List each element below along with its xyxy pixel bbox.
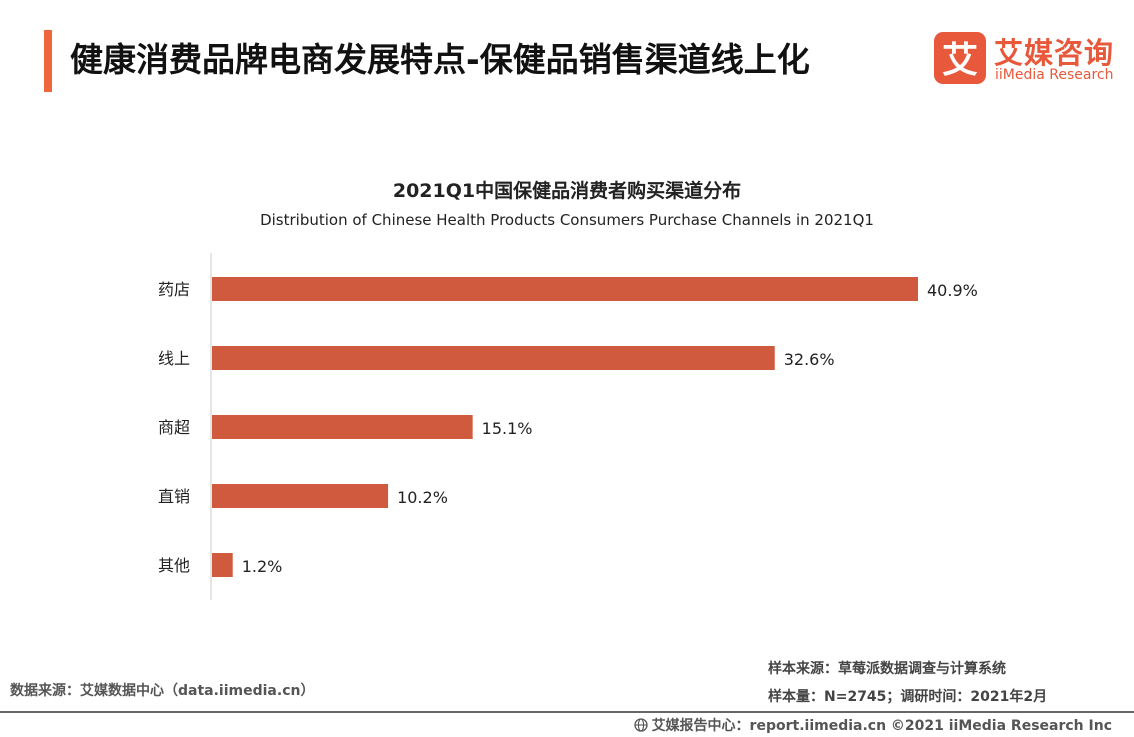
bar <box>212 277 918 301</box>
copyright: 艾媒报告中心：report.iimedia.cn ©2021 iiMedia R… <box>633 715 1112 735</box>
logo-mark-icon: 艾 <box>934 32 986 84</box>
page-title: 健康消费品牌电商发展特点-保健品销售渠道线上化 <box>70 40 810 79</box>
logo-text-en: iiMedia Research <box>995 67 1114 83</box>
value-label: 1.2% <box>242 557 283 576</box>
category-label: 直销 <box>158 487 190 506</box>
value-label: 10.2% <box>397 488 448 507</box>
logo-mark-char: 艾 <box>942 40 978 81</box>
chart-title: 2021Q1中国保健品消费者购买渠道分布 <box>392 180 742 202</box>
category-label: 商超 <box>158 418 190 437</box>
data-source: 数据来源：艾媒数据中心（data.iimedia.cn） <box>10 683 315 699</box>
value-label: 40.9% <box>927 281 978 300</box>
bar <box>212 346 775 370</box>
bar <box>212 415 473 439</box>
category-label: 药店 <box>158 280 190 299</box>
globe-icon <box>633 718 648 732</box>
bar <box>212 484 389 508</box>
copyright-text: 艾媒报告中心：report.iimedia.cn ©2021 iiMedia R… <box>651 718 1112 734</box>
value-label: 15.1% <box>482 419 533 438</box>
chart-subtitle: Distribution of Chinese Health Products … <box>260 211 874 229</box>
sample-size: 样本量：N=2745；调研时间：2021年2月 <box>768 689 1048 705</box>
sample-source: 样本来源：草莓派数据调查与计算系统 <box>768 661 1006 677</box>
category-label: 线上 <box>158 349 190 368</box>
category-label: 其他 <box>158 556 190 575</box>
bar-chart: 药店 40.9% 线上 32.6% 商超 15.1% 直销 10.2% 其他 1.2% <box>158 253 978 600</box>
value-label: 32.6% <box>784 350 835 369</box>
footer-divider <box>0 711 1134 713</box>
bar <box>212 553 233 577</box>
title-accent-bar <box>44 30 52 92</box>
logo-text-cn: 艾媒咨询 <box>994 36 1115 70</box>
brand-logo: 艾 艾媒咨询 iiMedia Research <box>934 30 1114 90</box>
